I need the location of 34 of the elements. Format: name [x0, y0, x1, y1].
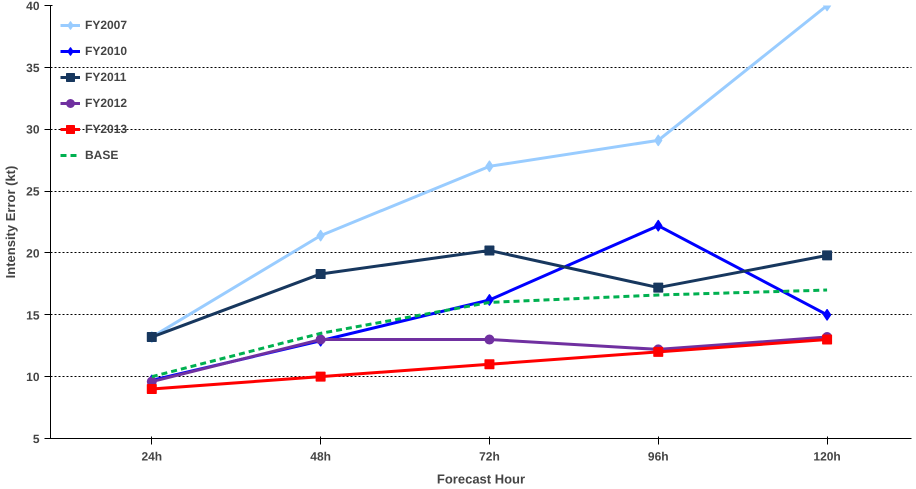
point [484, 359, 494, 370]
legend-label: FY2010 [85, 44, 128, 58]
point [484, 245, 494, 256]
y-axis-title: Intensity Error (kt) [3, 166, 18, 278]
y-tick-label: 5 [32, 432, 40, 446]
point [146, 384, 157, 394]
point [484, 334, 494, 345]
x-tick-label: 72h [479, 450, 500, 464]
x-tick-label: 24h [141, 450, 162, 464]
y-tick-label: 35 [26, 60, 40, 75]
point [653, 346, 664, 357]
x-axis-title: Forecast Hour [436, 472, 526, 486]
legend-label: FY2011 [85, 70, 126, 84]
x-tick-label: 48h [310, 450, 331, 464]
x-tick-label: 120h [813, 450, 841, 464]
point [822, 308, 832, 321]
legend-label: FY2013 [85, 122, 128, 136]
point [316, 372, 326, 382]
point [822, 250, 832, 260]
y-tick-label: 30 [26, 122, 40, 137]
point [316, 268, 326, 279]
x-tick-label: 96h [648, 450, 669, 464]
y-tick-label: 25 [26, 184, 40, 199]
legend-label: FY2012 [85, 96, 128, 110]
y-tick-label: 40 [26, 0, 40, 13]
point [653, 282, 664, 293]
y-tick-label: 20 [26, 246, 40, 260]
y-tick-label: 15 [26, 308, 40, 322]
point [485, 160, 494, 172]
legend-label: BASE [85, 148, 118, 162]
point [316, 230, 325, 242]
y-tick-label: 10 [26, 370, 40, 384]
point [822, 334, 832, 345]
legend-label: FY2007 [85, 18, 128, 32]
